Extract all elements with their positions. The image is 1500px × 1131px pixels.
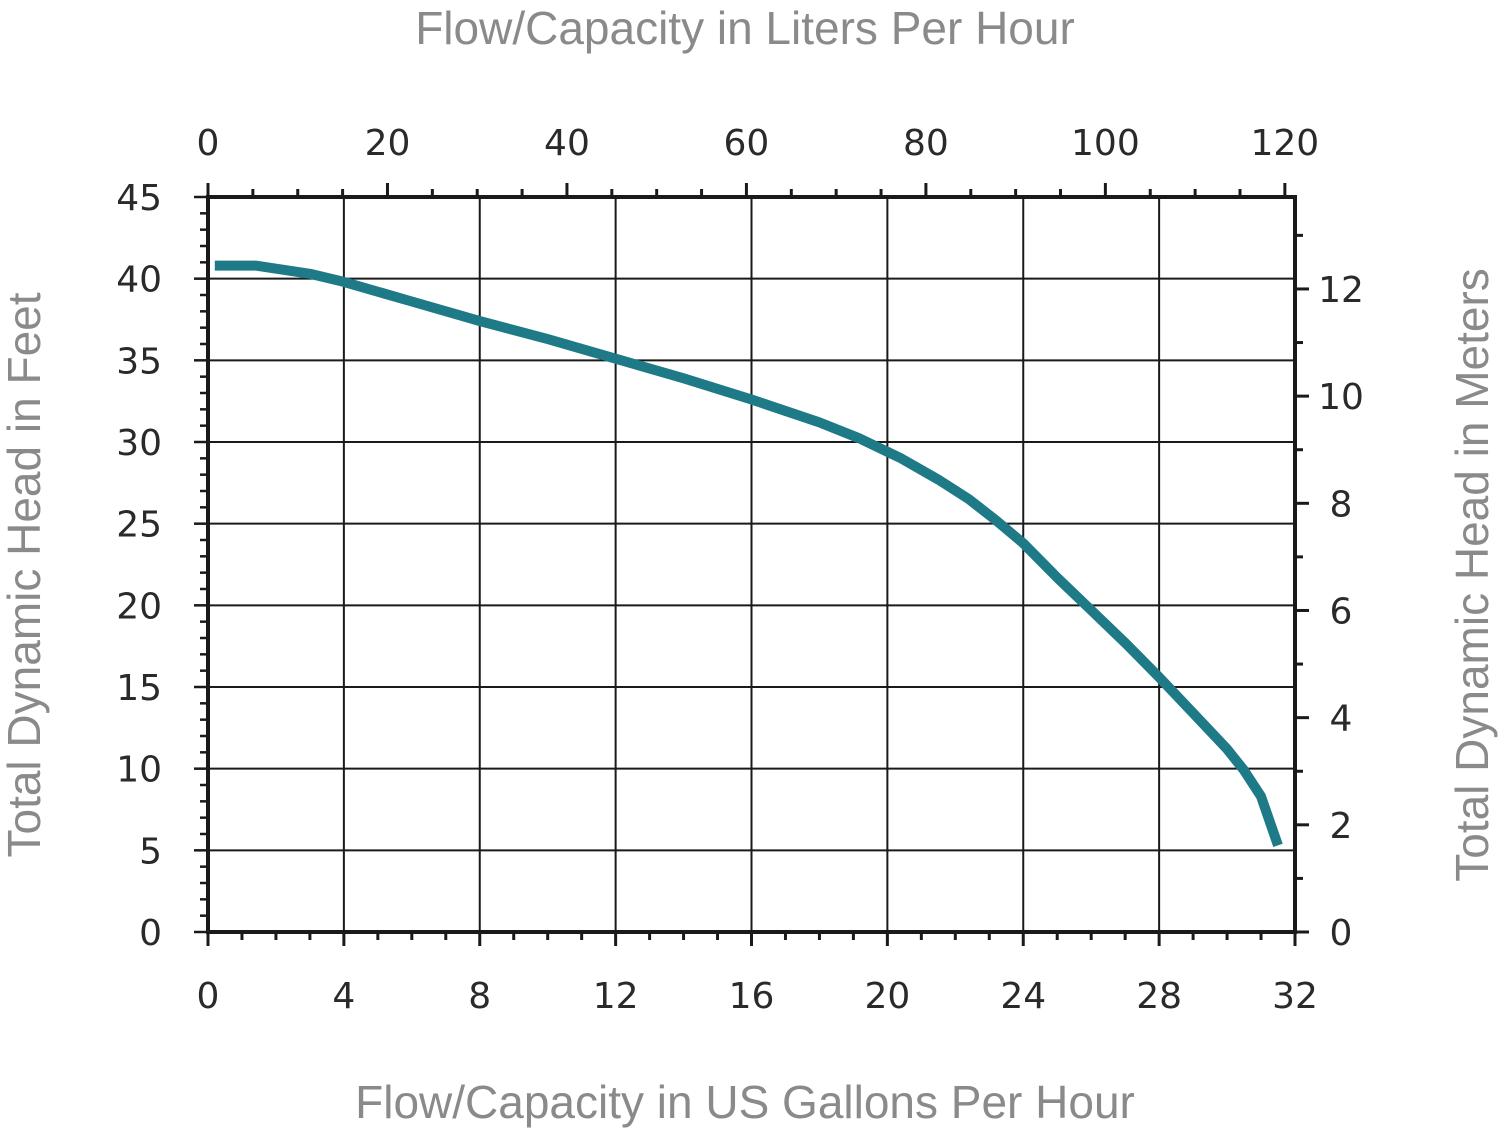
y-tick-label: 5 [139,831,162,872]
x2-tick-label: 0 [197,123,220,164]
y-tick-label: 10 [116,750,162,791]
y2-tick-label: 4 [1330,699,1353,740]
x-tick-label: 24 [1000,976,1046,1017]
y2-tick-label: 12 [1318,270,1364,311]
right-axis-title: Total Dynamic Head in Meters [1446,268,1498,882]
y2-tick-label: 8 [1330,484,1353,525]
bottom-axis-title: Flow/Capacity in US Gallons Per Hour [355,1076,1135,1128]
x2-tick-label: 40 [544,123,590,164]
x-tick-label: 32 [1272,976,1318,1017]
y2-tick-label: 10 [1318,377,1364,418]
plot-border [206,195,1297,934]
y-tick-label: 0 [139,913,162,954]
top-axis-title: Flow/Capacity in Liters Per Hour [415,2,1075,54]
x2-tick-label: 20 [365,123,411,164]
x-tick-label: 12 [593,976,639,1017]
x2-tick-label: 60 [724,123,770,164]
y-tick-label: 20 [116,586,162,627]
y-tick-label: 25 [116,505,162,546]
grid-lines [208,197,1295,932]
y2-tick-label: 6 [1330,591,1353,632]
series-layer [214,260,1283,848]
y2-tick-label: 2 [1330,806,1353,847]
x-tick-label: 28 [1136,976,1182,1017]
x2-tick-label: 120 [1251,123,1320,164]
y2-tick-label: 0 [1330,913,1353,954]
x-tick-label: 4 [332,976,355,1017]
x2-tick-label: 100 [1071,123,1140,164]
x-tick-label: 20 [864,976,910,1017]
y-tick-label: 35 [116,341,162,382]
x-tick-label: 8 [468,976,491,1017]
y-tick-label: 30 [116,423,162,464]
x2-tick-label: 80 [903,123,949,164]
y-tick-label: 40 [116,260,162,301]
left-axis-title: Total Dynamic Head in Feet [0,292,50,857]
plot-frame [206,195,1297,934]
x-tick-label: 0 [197,976,220,1017]
pump-curve-line [214,260,1283,848]
y-tick-label: 45 [116,178,162,219]
x-tick-label: 16 [729,976,775,1017]
y-tick-label: 15 [116,668,162,709]
